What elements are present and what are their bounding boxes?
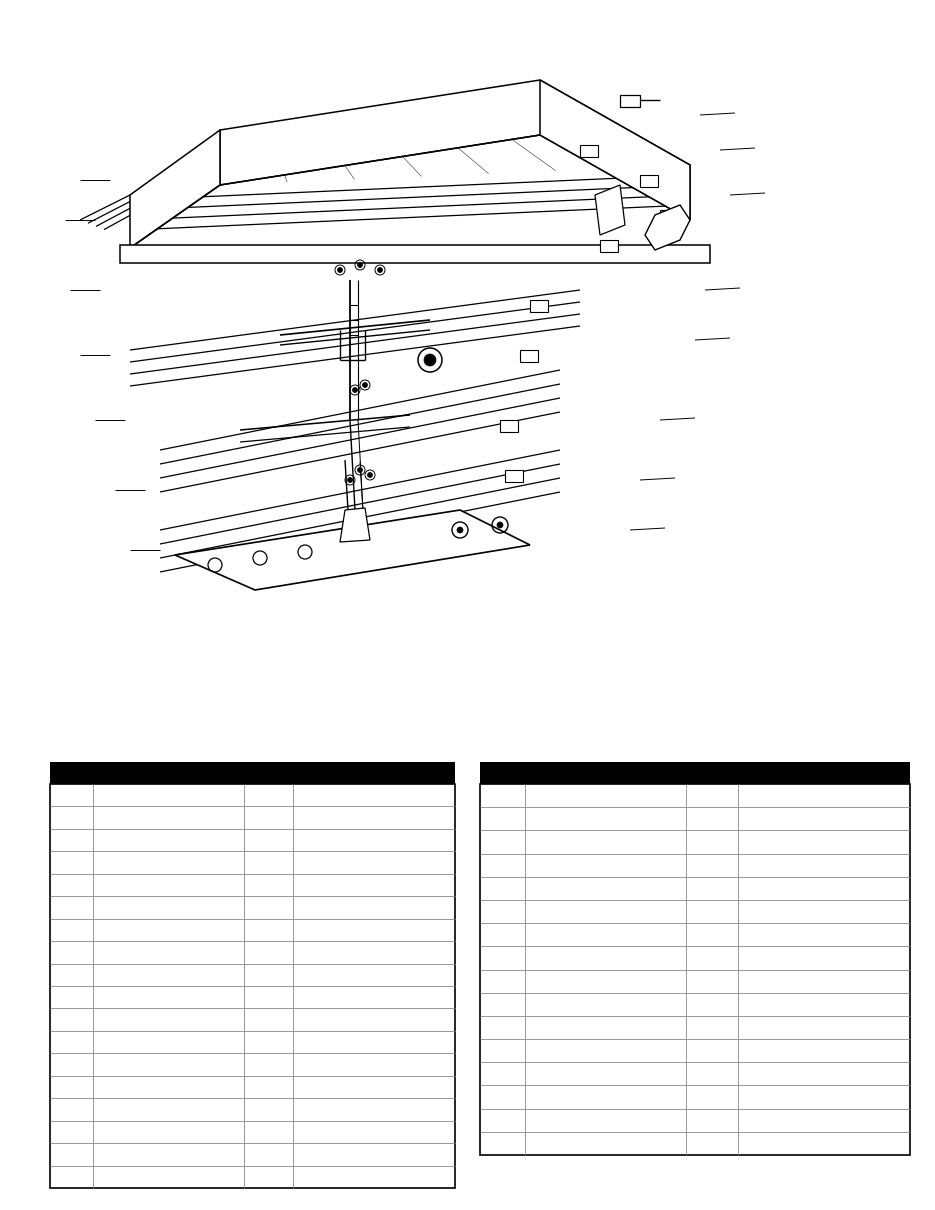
Circle shape — [348, 478, 352, 483]
Polygon shape — [645, 204, 690, 250]
Polygon shape — [175, 509, 530, 590]
Circle shape — [378, 267, 382, 272]
Bar — [120, 244, 710, 263]
Polygon shape — [220, 80, 690, 220]
Bar — [500, 420, 518, 432]
Bar — [530, 300, 548, 312]
Bar — [600, 240, 618, 252]
Circle shape — [457, 528, 463, 532]
Bar — [520, 350, 538, 362]
Bar — [505, 469, 523, 482]
Polygon shape — [340, 508, 370, 542]
Bar — [480, 762, 910, 784]
Circle shape — [338, 267, 342, 272]
Bar — [620, 96, 640, 106]
Circle shape — [363, 382, 367, 387]
Bar — [660, 211, 678, 221]
Bar — [640, 175, 658, 188]
Polygon shape — [540, 80, 690, 220]
Circle shape — [357, 263, 363, 267]
Circle shape — [367, 472, 372, 478]
Bar — [50, 762, 455, 784]
Bar — [50, 784, 455, 1188]
Polygon shape — [595, 185, 625, 235]
Circle shape — [352, 387, 357, 392]
Bar — [480, 784, 910, 1156]
Polygon shape — [130, 129, 220, 248]
Circle shape — [497, 522, 503, 528]
Circle shape — [424, 355, 436, 365]
Circle shape — [357, 467, 363, 472]
Bar — [580, 145, 598, 157]
